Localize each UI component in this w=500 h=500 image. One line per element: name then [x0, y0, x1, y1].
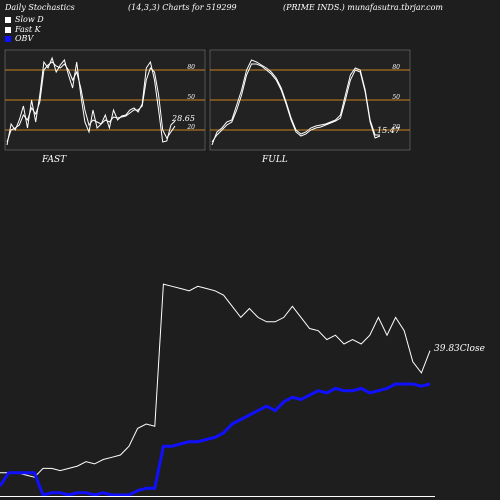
legend-obv-swatch [5, 36, 11, 42]
legend-fast-k-label: Fast K [15, 25, 41, 34]
legend-fast-k: Fast K [5, 25, 41, 34]
fast-end-value: 28.65 [171, 114, 195, 123]
full-level-label-50: 50 [392, 94, 400, 101]
full-end-value: 15.47 [377, 126, 401, 135]
chart-subtitle: (14,3,3) Charts for 519299 [128, 3, 237, 12]
fast-level-label-80: 80 [187, 64, 195, 71]
fast-series-1 [6, 61, 176, 143]
legend-slow-d-label: Slow D [15, 15, 44, 24]
full-level-label-20: 20 [391, 124, 400, 131]
chart-title: Daily Stochastics [5, 3, 75, 12]
price-panel: 39.83Close [0, 283, 485, 497]
close-value-label: 39.83Close [434, 344, 485, 354]
fast-level-label-50: 50 [187, 94, 195, 101]
fast-panel: 20 50 80 28.65 FAST [4, 49, 206, 165]
full-series-0 [211, 59, 380, 146]
price-series-1 [0, 382, 431, 497]
full-panel: 20 50 80 15.47 FULL [209, 49, 411, 165]
legend-obv: OBV [5, 34, 33, 43]
price-series-0 [0, 283, 431, 478]
legend-slow-d: Slow D [5, 15, 44, 24]
legend-slow-d-swatch [5, 17, 11, 23]
full-level-label-80: 80 [392, 64, 400, 71]
full-panel-title: FULL [261, 155, 288, 165]
fast-level-label-20: 20 [186, 124, 195, 131]
fast-series-0 [6, 56, 176, 146]
fast-panel-title: FAST [41, 155, 67, 165]
full-series-1 [211, 63, 381, 143]
legend-obv-label: OBV [15, 34, 34, 43]
legend-fast-k-swatch [5, 27, 11, 33]
site-credit: (PRIME INDS.) munafasutra.tbrjar.com [283, 3, 444, 12]
